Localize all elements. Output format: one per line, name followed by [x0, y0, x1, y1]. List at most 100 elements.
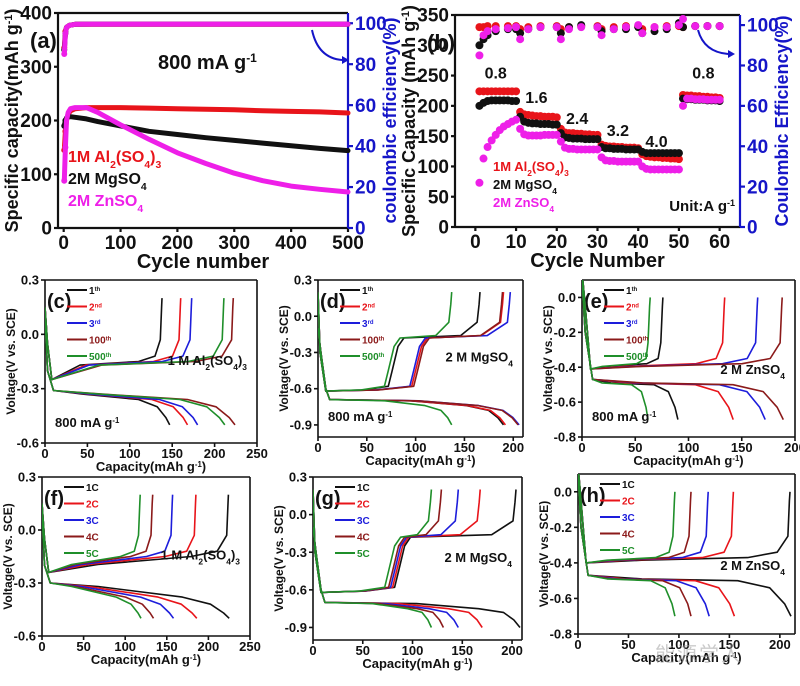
data-point — [62, 30, 69, 37]
y-tick-label: -0.3 — [285, 545, 307, 560]
y-axis-title: Voltage(V vs. SCE) — [541, 305, 555, 411]
y2-tick-label: 0 — [747, 218, 758, 239]
discharge-curve-5C — [42, 512, 142, 619]
y-axis-title: Voltage(V vs. SCE) — [1, 503, 15, 609]
y-tick-label: 50 — [428, 187, 449, 208]
legend-entry: 2nd — [362, 303, 375, 314]
series-2m-znso4-ce — [475, 15, 724, 60]
discharge-curve-2C — [42, 512, 198, 619]
x-tick-label: 50 — [668, 232, 689, 253]
x-axis-title: Cycle number — [137, 251, 269, 273]
legend-entry: 3rd — [362, 319, 374, 330]
y-tick-label: 0.0 — [294, 309, 312, 324]
y-axis-title: Specific Capacity (mAh g-1) — [399, 5, 419, 237]
legend-entry: 4C — [86, 533, 99, 544]
series-line — [61, 21, 351, 51]
panel-b: 0 10 20 30 40 50 60 0 50 100 150 200 250 300 350 0 20 40 6… — [399, 5, 792, 272]
legend-entry: 3rd — [89, 319, 101, 330]
series-line — [61, 105, 351, 153]
y-tick-label: -0.6 — [17, 436, 39, 451]
curves — [582, 280, 785, 420]
rate-annotation: 800 mA g-1 — [158, 51, 257, 74]
y-tick-label: -0.3 — [17, 381, 39, 396]
discharge-curve-1C — [313, 527, 521, 629]
y-tick-label: -0.4 — [554, 360, 577, 375]
charge-curve-1th — [582, 280, 664, 370]
x-tick-label: 100 — [668, 637, 690, 652]
rate-label: 3.2 — [607, 123, 629, 140]
y-tick-label: 150 — [417, 127, 449, 148]
data-point — [491, 25, 500, 34]
y-tick-label: -0.8 — [554, 430, 576, 445]
x-axis-title: Capacity(mAh g-1) — [633, 453, 743, 468]
data-point — [715, 22, 724, 31]
y2-tick-label: 20 — [355, 178, 376, 199]
y-tick-label: 0.0 — [289, 507, 307, 522]
data-point — [524, 25, 533, 34]
data-point — [62, 144, 69, 151]
legend-entry: 2M ZnSO4 — [68, 193, 143, 215]
legend-entry: 2C — [86, 500, 99, 511]
curves — [578, 474, 792, 617]
y2-tick-label: 100 — [355, 14, 387, 35]
y2-tick-label: 100 — [747, 16, 779, 37]
legend-entry: 2M ZnSO4 — [493, 195, 554, 214]
charge-curve-3rd — [582, 280, 759, 370]
data-point — [634, 21, 643, 30]
panel-h: 0 50 100 150 200 -0.8 -0.6 -0.4 -0.2 0.0 Capacity(… — [537, 473, 796, 665]
panel-label: (e) — [584, 291, 608, 313]
panel-c: 0 50 100 150 200 250 -0.6 -0.3 0.0 0.3 Capacity(mA… — [4, 273, 268, 474]
legend-entry: 4C — [357, 533, 370, 544]
y2-axis-title: coulombic efficiency(%) — [380, 17, 400, 223]
legend-entry: 1th — [89, 286, 101, 297]
x-tick-label: 200 — [501, 643, 523, 658]
discharge-curve-5C — [313, 527, 433, 628]
charge-curve-500th — [45, 298, 225, 381]
x-axis-title: Capacity(mAh g-1) — [365, 453, 475, 468]
x-tick-label: 0 — [314, 440, 321, 455]
panel-label: (f) — [44, 488, 64, 510]
data-point — [61, 177, 68, 184]
y-tick-label: -0.6 — [285, 582, 307, 597]
legend-entry: 500th — [362, 352, 385, 363]
y-tick-label: 350 — [417, 6, 449, 27]
y-tick-label: -0.8 — [550, 627, 572, 642]
data-point — [593, 23, 602, 32]
data-point — [516, 35, 525, 44]
rate-label: 0.8 — [485, 66, 507, 83]
legend-entry: 1C — [357, 483, 370, 494]
x-tick-label: 0 — [41, 446, 48, 461]
curves — [42, 494, 230, 619]
x-tick-label: 400 — [275, 233, 307, 254]
data-point — [516, 29, 525, 38]
charge-curve-2C — [578, 474, 735, 564]
x-tick-label: 10 — [506, 232, 527, 253]
x-tick-label: 50 — [628, 440, 642, 455]
data-point — [597, 31, 606, 40]
x-tick-label: 50 — [76, 639, 90, 654]
y2-tick-label: 80 — [747, 56, 768, 77]
y2-tick-label: 40 — [355, 137, 376, 158]
series-2m-znso4-ce — [61, 21, 351, 57]
discharge-curve-3C — [42, 512, 175, 619]
data-point — [475, 178, 484, 187]
series-line — [61, 21, 351, 53]
y-tick-label: 200 — [417, 97, 449, 118]
x-tick-label: 250 — [239, 639, 261, 654]
legend-entry: 2C — [357, 500, 370, 511]
legend-entry: 3C — [622, 513, 635, 524]
series-2m-znso4-capacity — [475, 94, 724, 187]
panel-a: 0 100 200 300 400 500010020030040002040608010… — [2, 4, 400, 273]
y-axis-title: Voltage(V vs. SCE) — [537, 501, 551, 607]
x-tick-label: 250 — [246, 446, 268, 461]
discharge-curve-4C — [313, 527, 445, 628]
y-tick-label: -0.9 — [290, 417, 312, 432]
data-point — [552, 23, 561, 32]
x-tick-label: 0 — [38, 639, 45, 654]
y-tick-label: -0.4 — [550, 555, 573, 570]
series-2m-mgso4-capacity — [61, 114, 351, 154]
charge-curve-5C — [578, 474, 676, 564]
data-point — [679, 101, 687, 110]
x-axis-title: Capacity(mAh g-1) — [91, 652, 201, 667]
